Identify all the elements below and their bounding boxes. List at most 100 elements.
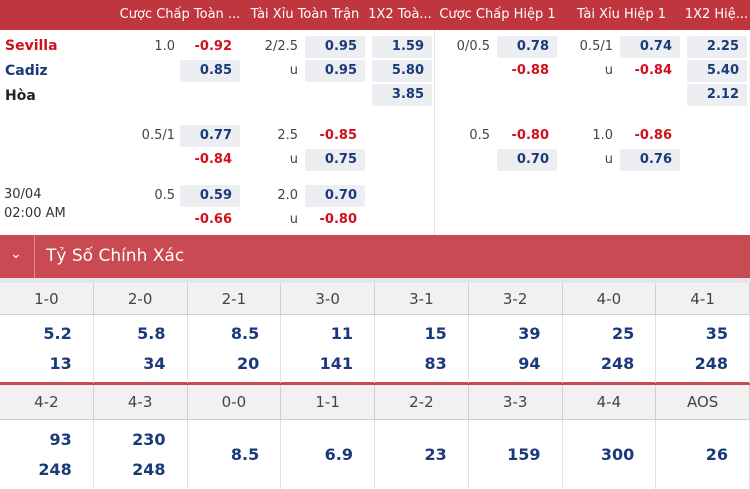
- column-header: 1X2 Toà...: [365, 0, 435, 30]
- row-separator: [0, 382, 750, 385]
- odds[interactable]: -0.84: [194, 152, 232, 167]
- score-odds[interactable]: 159: [507, 444, 541, 464]
- score-odds[interactable]: 8.5: [230, 324, 260, 343]
- score-label: 3-3: [468, 385, 563, 420]
- column-header: Tài Xỉu Toàn Trận: [245, 0, 365, 30]
- column-header: 1X2 Hiệ...: [683, 0, 750, 30]
- handicap-line: 0/0.5: [456, 39, 490, 54]
- score-label: 2-0: [93, 283, 188, 315]
- odds[interactable]: 3.85: [372, 84, 432, 106]
- odds[interactable]: 0.78: [497, 36, 557, 58]
- score-label: 1-1: [281, 385, 375, 420]
- odds[interactable]: -0.92: [194, 39, 232, 54]
- odds[interactable]: 5.40: [687, 60, 747, 82]
- odds[interactable]: -0.80: [319, 212, 357, 227]
- cell-border: [655, 315, 657, 383]
- score-odds[interactable]: 248: [694, 354, 728, 373]
- score-odds[interactable]: 94: [518, 354, 541, 373]
- odds[interactable]: 0.70: [305, 185, 365, 207]
- divider: [34, 235, 35, 278]
- odds[interactable]: 5.80: [372, 60, 432, 82]
- section-title: Tỷ Số Chính Xác: [46, 246, 185, 266]
- score-odds[interactable]: 23: [424, 444, 447, 464]
- score-odds[interactable]: 248: [132, 459, 166, 479]
- odds[interactable]: 0.70: [497, 149, 557, 171]
- cell-border: [186, 420, 188, 489]
- score-odds[interactable]: 39: [518, 324, 541, 343]
- cell-border: [92, 420, 94, 489]
- header-blank: [0, 0, 115, 30]
- score-label: 2-1: [187, 283, 282, 315]
- odds[interactable]: 1.59: [372, 36, 432, 58]
- odds[interactable]: 0.74: [620, 36, 680, 58]
- score-odds[interactable]: 26: [705, 444, 728, 464]
- match-time: 02:00 AM: [4, 206, 66, 221]
- cell-border: [374, 420, 375, 489]
- handicap-line: 2/2.5: [264, 39, 298, 54]
- odds[interactable]: -0.86: [634, 128, 672, 143]
- odds[interactable]: 0.76: [620, 149, 680, 171]
- odds[interactable]: -0.84: [634, 63, 672, 78]
- odds[interactable]: 0.95: [305, 36, 365, 58]
- score-label: 0-0: [187, 385, 282, 420]
- score-odds[interactable]: 20: [236, 354, 260, 373]
- score-label: 4-3: [93, 385, 188, 420]
- score-odds[interactable]: 8.5: [230, 444, 260, 464]
- odds[interactable]: 0.95: [305, 60, 365, 82]
- match-time: 30/04: [4, 187, 42, 202]
- score-label: 3-2: [468, 283, 563, 315]
- score-label: 4-0: [562, 283, 657, 315]
- cell-border: [280, 420, 282, 489]
- odds[interactable]: 2.12: [687, 84, 747, 106]
- odds[interactable]: -0.80: [511, 128, 549, 143]
- odds[interactable]: 0.85: [180, 60, 240, 82]
- score-label: 3-0: [281, 283, 375, 315]
- score-odds[interactable]: 300: [600, 444, 635, 464]
- score-odds[interactable]: 248: [38, 459, 72, 479]
- score-odds[interactable]: 13: [49, 354, 72, 373]
- odds[interactable]: -0.85: [319, 128, 357, 143]
- cell-border: [467, 420, 469, 489]
- score-label: 4-2: [0, 385, 94, 420]
- score-odds[interactable]: 5.8: [137, 324, 166, 343]
- score-odds[interactable]: 5.2: [43, 324, 72, 343]
- under-label: u: [604, 63, 613, 78]
- handicap-line: 0.5: [154, 188, 175, 203]
- score-odds[interactable]: 15: [424, 324, 447, 343]
- cell-border: [280, 315, 282, 383]
- team-name: Sevilla: [5, 38, 58, 54]
- score-label: 2-2: [375, 385, 469, 420]
- score-odds[interactable]: 11: [330, 324, 353, 343]
- handicap-line: 0.5: [469, 128, 490, 143]
- under-label: u: [289, 63, 298, 78]
- score-odds[interactable]: 6.9: [324, 444, 353, 464]
- odds[interactable]: -0.88: [511, 63, 549, 78]
- under-label: u: [289, 212, 298, 227]
- odds[interactable]: 0.59: [180, 185, 240, 207]
- handicap-line: 0.5/1: [141, 128, 175, 143]
- score-odds[interactable]: 248: [600, 354, 635, 373]
- score-label: 4-1: [656, 283, 750, 315]
- score-odds[interactable]: 34: [143, 354, 166, 373]
- handicap-line: 0.5/1: [579, 39, 613, 54]
- odds[interactable]: 0.75: [305, 149, 365, 171]
- score-odds[interactable]: 35: [705, 324, 728, 343]
- odds[interactable]: 2.25: [687, 36, 747, 58]
- column-header: Cược Chấp Toàn ...: [115, 0, 245, 30]
- under-label: u: [604, 152, 613, 167]
- collapse-icon[interactable]: ⌄: [10, 246, 22, 262]
- score-odds[interactable]: 93: [49, 429, 72, 449]
- column-header: Tài Xỉu Hiệp 1: [560, 0, 683, 30]
- score-label: 3-1: [375, 283, 469, 315]
- team-name: Hòa: [5, 88, 36, 104]
- score-odds[interactable]: 83: [424, 354, 447, 373]
- odds[interactable]: -0.66: [194, 212, 232, 227]
- odds[interactable]: 0.77: [180, 125, 240, 147]
- score-odds[interactable]: 230: [132, 429, 166, 449]
- gap: [0, 278, 750, 283]
- score-odds[interactable]: 25: [611, 324, 635, 343]
- score-odds[interactable]: 141: [319, 354, 353, 373]
- handicap-line: 1.0: [154, 39, 175, 54]
- section-bar[interactable]: [0, 235, 750, 278]
